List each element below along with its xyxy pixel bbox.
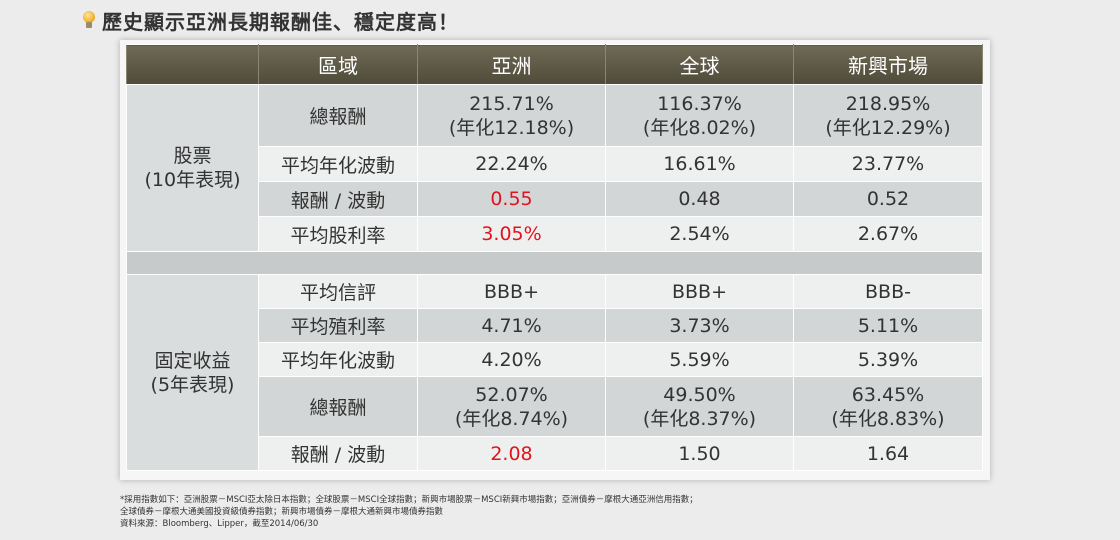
group-title: 固定收益 xyxy=(154,349,231,372)
cell-global: 1.50 xyxy=(605,436,794,471)
section-divider xyxy=(126,251,983,275)
table-row: 固定收益 (5年表現) 平均信評 BBB+ BBB+ BBB- xyxy=(126,274,983,471)
cell-asia: 4.71% xyxy=(417,308,606,343)
cell-asia: 0.55 xyxy=(417,181,606,217)
table-row: 平均年化波動 22.24% 16.61% 23.77% xyxy=(127,146,983,182)
cell-asia: 2.08 xyxy=(417,436,606,471)
cell-asia: 215.71% (年化12.18%) xyxy=(417,84,606,147)
footnote: *採用指數如下：亞洲股票－MSCI亞太除日本指數；全球股票－MSCI全球指數；新… xyxy=(120,494,698,530)
cell-global: 49.50% (年化8.37%) xyxy=(605,376,794,437)
row-label: 平均年化波動 xyxy=(258,146,418,182)
table-header-row: 區域 亞洲 全球 新興市場 xyxy=(126,44,983,85)
cell-asia: 4.20% xyxy=(417,342,606,377)
group-fixed-income: 固定收益 (5年表現) xyxy=(126,274,259,471)
group-title: 股票 xyxy=(173,145,212,167)
cell-emerging: 5.11% xyxy=(793,308,983,343)
group-period: (10年表現) xyxy=(144,169,241,191)
cell-emerging: 218.95% (年化12.29%) xyxy=(793,84,983,147)
row-label: 平均年化波動 xyxy=(258,342,418,377)
cell-global: 5.59% xyxy=(605,342,794,377)
footnote-source: 資料來源：Bloomberg、Lipper，截至2014/06/30 xyxy=(120,519,319,529)
cell-asia: 3.05% xyxy=(417,216,606,252)
cell-global: BBB+ xyxy=(605,274,794,309)
row-label: 平均股利率 xyxy=(258,216,418,252)
lightbulb-icon xyxy=(82,11,96,29)
cell-emerging: 5.39% xyxy=(793,342,983,377)
row-label: 總報酬 xyxy=(258,376,418,437)
cell-emerging: 0.52 xyxy=(793,181,983,217)
header-global: 全球 xyxy=(605,44,794,85)
table-row: 股票 (10年表現) 總報酬 215.71% (年化12.18%) 116.37%… xyxy=(126,84,983,252)
footnote-line: *採用指數如下：亞洲股票－MSCI亞太除日本指數；全球股票－MSCI全球指數；新… xyxy=(120,495,698,505)
header-asia: 亞洲 xyxy=(417,44,606,85)
cell-global: 116.37% (年化8.02%) xyxy=(605,84,794,147)
cell-asia: 22.24% xyxy=(417,146,606,182)
cell-emerging: 1.64 xyxy=(793,436,983,471)
cell-asia: 52.07% (年化8.74%) xyxy=(417,376,606,437)
cell-global: 3.73% xyxy=(605,308,794,343)
table-row: 平均年化波動 4.20% 5.59% 5.39% xyxy=(127,342,983,377)
cell-asia: BBB+ xyxy=(417,274,606,309)
comparison-table: 區域 亞洲 全球 新興市場 股票 (10年表現) 總報酬 215.71% (年化1… xyxy=(126,44,983,471)
cell-global: 2.54% xyxy=(605,216,794,252)
table-row: 總報酬 52.07% (年化8.74%) 49.50% (年化8.37%) 63.4… xyxy=(127,376,983,437)
cell-global: 0.48 xyxy=(605,181,794,217)
cell-global: 16.61% xyxy=(605,146,794,182)
comparison-panel: 區域 亞洲 全球 新興市場 股票 (10年表現) 總報酬 215.71% (年化1… xyxy=(120,40,990,480)
cell-emerging: 63.45% (年化8.83%) xyxy=(793,376,983,437)
group-period: (5年表現) xyxy=(150,373,235,396)
cell-emerging: 23.77% xyxy=(793,146,983,182)
header-region: 區域 xyxy=(258,44,418,85)
page-title: 歷史顯示亞洲長期報酬佳、穩定度高！ xyxy=(102,9,459,34)
row-label: 平均殖利率 xyxy=(258,308,418,343)
header-blank xyxy=(126,44,259,85)
row-label: 報酬 / 波動 xyxy=(258,181,418,217)
row-label: 報酬 / 波動 xyxy=(258,436,418,471)
row-label: 總報酬 xyxy=(258,84,418,147)
title-bar: 歷史顯示亞洲長期報酬佳、穩定度高！ xyxy=(82,6,459,34)
table-row: 報酬 / 波動 0.55 0.48 0.52 xyxy=(127,181,983,217)
table-row: 平均殖利率 4.71% 3.73% 5.11% xyxy=(127,308,983,343)
cell-emerging: 2.67% xyxy=(793,216,983,252)
header-emerging: 新興市場 xyxy=(793,44,983,85)
table-row: 平均股利率 3.05% 2.54% 2.67% xyxy=(127,216,983,252)
cell-emerging: BBB- xyxy=(793,274,983,309)
table-row: 報酬 / 波動 2.08 1.50 1.64 xyxy=(127,436,983,471)
group-equity: 股票 (10年表現) xyxy=(126,84,259,252)
row-label: 平均信評 xyxy=(258,274,418,309)
footnote-line: 全球債券－摩根大通美國投資級債券指數；新興市場債券－摩根大通新興市場債券指數 xyxy=(120,507,444,517)
